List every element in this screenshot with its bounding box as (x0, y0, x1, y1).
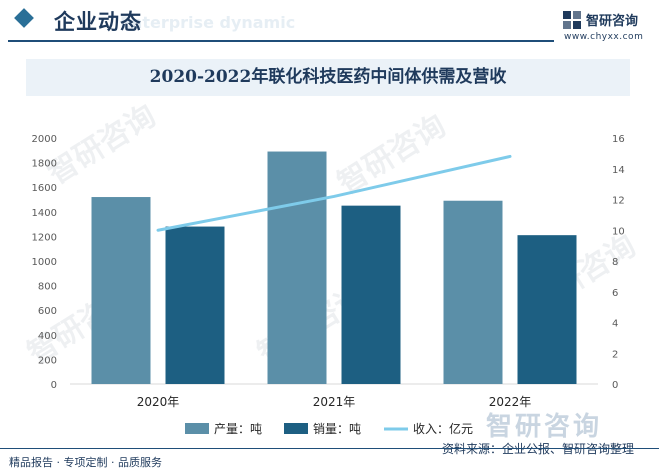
header: Enterprise dynamic 企业动态 智研咨询 www.chyxx.c… (0, 0, 659, 48)
chart-title: 2020-2022年联化科技医药中间体供需及营收 (149, 67, 507, 87)
y-left-tick-label: 1200 (32, 232, 57, 243)
y-left-tick-label: 1000 (32, 257, 57, 268)
brand-url: www.chyxx.com (564, 32, 644, 42)
legend-revenue-label: 收入：亿元 (413, 421, 473, 436)
y-right-tick-label: 0 (612, 380, 618, 391)
data-source: 资料来源：企业公报、智研咨询整理 (442, 442, 635, 456)
y-left-tick-label: 800 (38, 282, 57, 293)
chart-title-band: 2020-2022年联化科技医药中间体供需及营收 (26, 59, 630, 96)
y-right-tick-label: 8 (612, 257, 618, 268)
y-left-tick-label: 1600 (32, 183, 57, 194)
legend-production-label: 产量：吨 (214, 422, 262, 436)
y-right-tick-label: 12 (612, 196, 625, 207)
revenue-line (156, 154, 512, 232)
legend-sales-swatch (284, 423, 308, 434)
watermark-brand: 智研咨询 (486, 412, 603, 442)
legend-production-swatch (185, 423, 209, 434)
x-tick-label: 2021年 (313, 395, 356, 409)
legend-sales-label: 销量：吨 (313, 422, 361, 436)
x-tick-label: 2022年 (489, 395, 532, 409)
sales-bar (165, 226, 225, 384)
x-tick-label: 2020年 (137, 395, 180, 409)
y-right-tick-label: 6 (612, 288, 618, 299)
footer-services: 精品报告 · 专项定制 · 品质服务 (9, 456, 162, 469)
y-left-tick-label: 1400 (32, 208, 57, 219)
production-bar (91, 197, 151, 384)
y-left-tick-label: 2000 (32, 134, 57, 145)
sales-bar (517, 235, 577, 384)
brand-name: 智研咨询 (586, 14, 639, 29)
y-left-tick-label: 400 (38, 331, 57, 342)
brand: 智研咨询 www.chyxx.com (562, 10, 654, 44)
sales-bar (341, 205, 401, 384)
y-left-tick-label: 0 (51, 380, 57, 391)
brand-logo-icon (563, 11, 581, 29)
y-left-tick-label: 200 (38, 355, 57, 366)
footer: 精品报告 · 专项定制 · 品质服务 (0, 448, 659, 474)
y-right-tick-label: 10 (612, 226, 625, 237)
y-right-tick-label: 14 (612, 165, 625, 176)
y-right-tick-label: 16 (612, 134, 625, 145)
production-bar (267, 151, 327, 384)
production-bar (443, 200, 503, 384)
y-right-tick-label: 2 (612, 349, 618, 360)
header-divider (8, 40, 554, 42)
section-title: 企业动态 (54, 10, 142, 34)
y-left-tick-label: 1800 (32, 159, 57, 170)
y-left-tick-label: 600 (38, 306, 57, 317)
y-right-tick-label: 4 (612, 319, 618, 330)
section-subtitle: Enterprise dynamic (120, 13, 296, 32)
